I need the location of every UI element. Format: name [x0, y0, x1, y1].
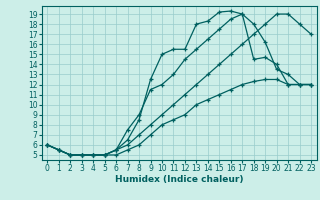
X-axis label: Humidex (Indice chaleur): Humidex (Indice chaleur) [115, 175, 244, 184]
